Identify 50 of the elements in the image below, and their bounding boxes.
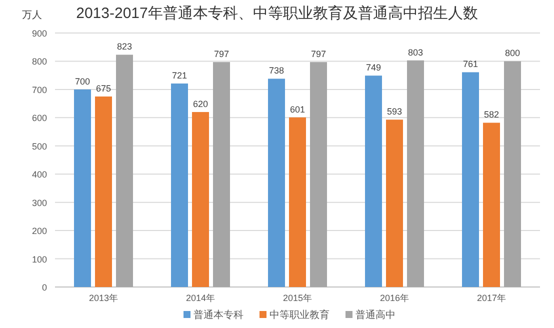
bar (95, 96, 112, 287)
y-tick-label: 800 (32, 56, 47, 67)
legend-label: 中等职业教育 (270, 309, 330, 321)
data-label: 800 (504, 48, 520, 58)
data-label: 601 (290, 104, 306, 114)
y-tick-label: 300 (32, 198, 47, 208)
chart-title: 2013-2017年普通本专科、中等职业教育及普通高中招生人数 (76, 5, 478, 22)
y-tick-label: 0 (42, 282, 47, 292)
bar (407, 60, 424, 287)
y-tick-label: 100 (32, 254, 47, 264)
bar (116, 54, 133, 287)
bar (213, 62, 230, 287)
bar (386, 120, 403, 287)
x-tick-label: 2013年 (88, 293, 118, 303)
data-label: 620 (192, 99, 208, 110)
bar (483, 122, 500, 287)
x-tick-label: 2016年 (380, 293, 410, 303)
data-label: 761 (462, 59, 478, 70)
bar (74, 89, 91, 287)
bar (310, 62, 327, 287)
bar (504, 61, 521, 287)
data-label: 721 (172, 70, 188, 81)
bar (268, 78, 285, 287)
legend-label: 普通高中 (356, 309, 396, 321)
y-tick-label: 500 (32, 141, 47, 152)
x-tick-label: 2017年 (476, 293, 506, 303)
bar (289, 117, 306, 287)
y-tick-label: 900 (32, 28, 47, 38)
y-tick-label: 700 (32, 84, 47, 95)
y-tick-label: 600 (32, 113, 47, 124)
x-tick-label: 2015年 (282, 293, 312, 303)
data-label: 738 (268, 66, 284, 76)
data-label: 797 (310, 49, 326, 60)
x-tick-label: 2014年 (186, 293, 216, 303)
bar (365, 76, 382, 287)
bar (171, 84, 188, 287)
data-label: 700 (74, 76, 90, 86)
data-label: 803 (408, 47, 424, 58)
y-tick-label: 200 (32, 226, 47, 236)
y-tick-label: 400 (32, 170, 47, 180)
data-label: 593 (386, 106, 402, 117)
bar (462, 72, 479, 287)
data-label: 749 (366, 62, 382, 73)
bar (192, 112, 209, 287)
data-label: 797 (214, 49, 230, 60)
data-label: 823 (116, 42, 132, 52)
data-label: 675 (96, 84, 112, 94)
legend-label: 普通本专科 (194, 309, 244, 321)
y-axis-title: 万人 (22, 10, 42, 21)
data-label: 582 (484, 110, 500, 120)
